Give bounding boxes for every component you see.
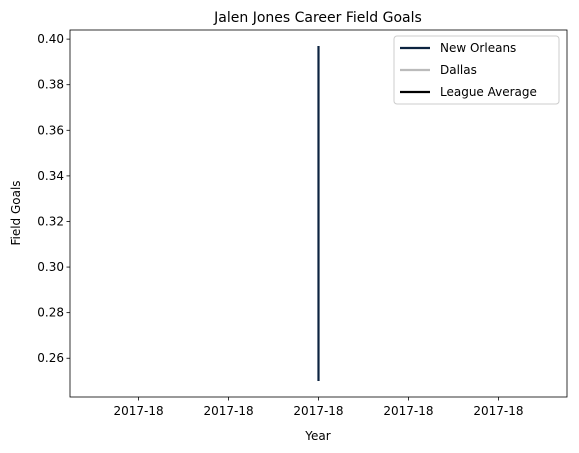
y-tick-label: 0.30: [37, 260, 64, 274]
x-axis-label: Year: [304, 429, 330, 443]
x-tick-label: 2017-18: [203, 404, 253, 418]
y-tick-label: 0.38: [37, 78, 64, 92]
legend: New Orleans Dallas League Average: [393, 35, 560, 105]
legend-label: League Average: [440, 85, 537, 99]
y-tick-label: 0.32: [37, 214, 64, 228]
y-tick-label: 0.28: [37, 306, 64, 320]
legend-label: Dallas: [440, 63, 477, 77]
x-axis: 2017-18 2017-18 2017-18 2017-18 2017-18: [114, 397, 523, 418]
x-tick-label: 2017-18: [473, 404, 523, 418]
chart-title: Jalen Jones Career Field Goals: [213, 10, 422, 26]
y-tick-label: 0.40: [37, 32, 64, 46]
legend-frame: [393, 35, 560, 105]
y-axis-label: Field Goals: [9, 180, 23, 245]
x-tick-label: 2017-18: [114, 404, 164, 418]
y-axis: 0.26 0.28 0.30 0.32 0.34 0.36 0.38 0.40: [37, 32, 70, 365]
y-tick-label: 0.36: [37, 123, 64, 137]
y-tick-label: 0.26: [37, 351, 64, 365]
y-tick-label: 0.34: [37, 169, 64, 183]
x-tick-label: 2017-18: [293, 404, 343, 418]
legend-label: New Orleans: [440, 41, 516, 55]
x-tick-label: 2017-18: [383, 404, 433, 418]
